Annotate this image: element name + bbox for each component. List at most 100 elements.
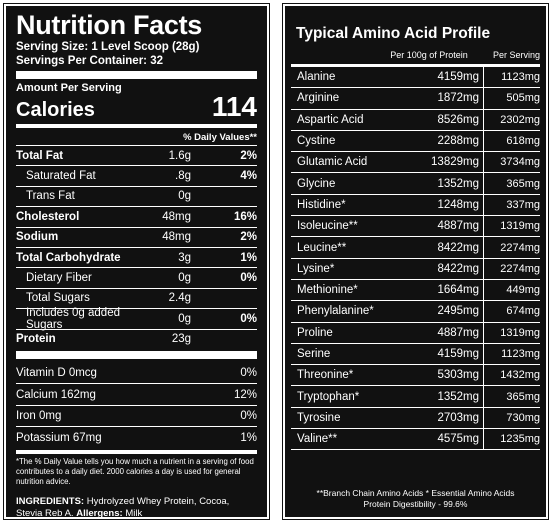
nutrient-row: Trans Fat 0g bbox=[16, 185, 257, 206]
nutrition-facts-panel: Nutrition Facts Serving Size: 1 Level Sc… bbox=[3, 3, 270, 520]
amino-per-100g: 4159mg bbox=[399, 67, 484, 88]
nutrient-daily-value: 4% bbox=[240, 170, 257, 183]
amino-per-serving: 674mg bbox=[506, 305, 540, 318]
amino-name: Threonine* bbox=[297, 369, 354, 382]
nutrient-amount: 23g bbox=[171, 333, 191, 346]
ingredients-label: INGREDIENTS: bbox=[16, 495, 85, 507]
calories-value: 114 bbox=[211, 91, 257, 122]
calories-label: Calories bbox=[16, 99, 95, 121]
amino-per-100g: 1664mg bbox=[399, 279, 484, 301]
amino-row: Aspartic Acid 8526mg 2302mg bbox=[291, 109, 540, 131]
nutrient-daily-value: 16% bbox=[233, 210, 257, 223]
amino-per-serving: 365mg bbox=[506, 390, 540, 403]
amino-row: Lysine* 8422mg 2274mg bbox=[291, 258, 540, 280]
amino-per-serving: 1319mg bbox=[500, 220, 540, 233]
amino-per-100g: 8422mg bbox=[399, 237, 484, 258]
amino-per-100g: 4887mg bbox=[399, 322, 484, 343]
amino-name: Lysine* bbox=[297, 262, 335, 275]
amino-per-serving: 1123mg bbox=[501, 71, 540, 84]
vitamin-label: Vitamin D 0mcg bbox=[16, 367, 97, 380]
divider-medium-2 bbox=[16, 449, 257, 454]
amino-name: Valine** bbox=[297, 433, 338, 446]
nutrient-rows: Total Fat 1.6g 2% Saturated Fat .8g 4% Trans F… bbox=[16, 145, 257, 349]
vitamin-label: Potassium 67mg bbox=[16, 431, 102, 444]
amino-name: Alanine bbox=[297, 71, 336, 84]
vitamin-label: Calcium 162mg bbox=[16, 388, 96, 401]
amino-per-100g: 4575mg bbox=[399, 429, 484, 450]
amino-per-100g: 8526mg bbox=[399, 109, 484, 130]
amino-name: Serine bbox=[297, 348, 331, 360]
amino-row: Cystine 2288mg 618mg bbox=[291, 130, 540, 153]
nutrient-row: Includes 0g added Sugars 0g 0% bbox=[16, 306, 257, 331]
nutrient-amount: 48mg bbox=[162, 210, 191, 223]
amino-row: Tryptophan* 1352mg 365mg bbox=[291, 386, 540, 408]
nutrient-label: Total Sugars bbox=[26, 292, 90, 305]
nutrient-row: Saturated Fat .8g 4% bbox=[16, 165, 257, 185]
amino-row: Threonine* 5303mg 1432mg bbox=[291, 365, 540, 387]
amino-per-serving: 2274mg bbox=[500, 241, 540, 254]
nutrition-facts-title: Nutrition Facts bbox=[16, 10, 203, 40]
vitamin-row: Vitamin D 0mcg 0% bbox=[16, 363, 257, 384]
amino-per-100g: 2288mg bbox=[399, 130, 484, 152]
amino-name: Histidine* bbox=[297, 198, 346, 211]
divider-medium bbox=[16, 124, 257, 128]
amino-per-serving: 3734mg bbox=[500, 156, 540, 169]
nutrient-label: Total Fat bbox=[16, 149, 64, 162]
servings-per-container: Servings Per Container: 32 bbox=[16, 55, 163, 67]
amino-per-100g: 5303mg bbox=[399, 365, 484, 386]
vitamin-daily-value: 0% bbox=[240, 410, 257, 423]
amino-row: Glycine 1352mg 365mg bbox=[291, 173, 540, 195]
amino-per-100g: 1352mg bbox=[399, 386, 484, 407]
nutrient-amount: 2.4g bbox=[168, 292, 191, 305]
nutrient-label: Total Carbohydrate bbox=[16, 251, 121, 264]
amino-name: Tyrosine bbox=[297, 411, 341, 424]
nutrient-amount: 3g bbox=[178, 251, 191, 264]
nutrient-row: Protein 23g bbox=[16, 328, 257, 349]
vitamin-daily-value: 12% bbox=[233, 388, 257, 401]
amino-row: Alanine 4159mg 1123mg bbox=[291, 67, 540, 89]
vitamin-row: Calcium 162mg 12% bbox=[16, 383, 257, 405]
amino-per-serving: 449mg bbox=[506, 284, 540, 297]
amino-per-100g: 13829mg bbox=[399, 152, 484, 173]
amino-per-serving: 337mg bbox=[506, 198, 540, 211]
amino-row: Methionine* 1664mg 449mg bbox=[291, 279, 540, 302]
nutrient-row: Cholesterol 48mg 16% bbox=[16, 206, 257, 226]
amino-table-header: Per 100g of Protein Per Serving bbox=[291, 48, 540, 67]
nutrient-amount: 48mg bbox=[162, 231, 191, 244]
amino-name: Aspartic Acid bbox=[297, 113, 364, 126]
amino-profile-title: Typical Amino Acid Profile bbox=[296, 25, 491, 42]
nutrient-label: Protein bbox=[16, 333, 56, 346]
amino-per-serving: 2302mg bbox=[500, 113, 540, 126]
amino-name: Cystine bbox=[297, 135, 336, 148]
amino-per-100g: 4887mg bbox=[399, 216, 484, 237]
nutrient-daily-value: 0% bbox=[240, 272, 257, 285]
amino-row: Histidine* 1248mg 337mg bbox=[291, 194, 540, 217]
amount-per-serving: Amount Per Serving bbox=[16, 82, 122, 94]
nutrient-label: Cholesterol bbox=[16, 210, 80, 223]
nutrient-label: Includes 0g added Sugars bbox=[26, 306, 120, 331]
amino-name: Glycine bbox=[297, 177, 336, 190]
amino-footnote-line1: **Branch Chain Amino Acids * Essential A… bbox=[316, 488, 515, 499]
nutrient-label: Trans Fat bbox=[26, 190, 75, 203]
vitamin-daily-value: 0% bbox=[240, 367, 257, 380]
ingredients: INGREDIENTS: Hydrolyzed Whey Protein, Co… bbox=[16, 496, 257, 520]
amino-row: Serine 4159mg 1123mg bbox=[291, 343, 540, 366]
per-100g-header: Per 100g of Protein bbox=[390, 50, 468, 60]
vitamin-row: Iron 0mg 0% bbox=[16, 404, 257, 427]
amino-name: Arginine bbox=[297, 92, 340, 105]
nutrient-amount: 0g bbox=[178, 190, 191, 203]
vitamin-label: Iron 0mg bbox=[16, 410, 62, 423]
amino-row: Isoleucine** 4887mg 1319mg bbox=[291, 216, 540, 238]
nutrient-daily-value: 0% bbox=[240, 312, 257, 325]
nutrient-row: Total Sugars 2.4g bbox=[16, 287, 257, 308]
nutrient-row: Dietary Fiber 0g 0% bbox=[16, 267, 257, 287]
amino-per-serving: 365mg bbox=[506, 177, 540, 190]
per-serving-header: Per Serving bbox=[492, 50, 540, 60]
amino-per-serving: 2274mg bbox=[500, 262, 540, 275]
amino-per-serving: 505mg bbox=[506, 92, 540, 105]
nutrient-daily-value: 1% bbox=[240, 251, 257, 264]
serving-size: Serving Size: 1 Level Scoop (28g) bbox=[16, 41, 200, 53]
amino-per-100g: 8422mg bbox=[399, 258, 484, 279]
amino-per-serving: 1235mg bbox=[500, 433, 540, 446]
divider-thick-2 bbox=[16, 350, 257, 359]
